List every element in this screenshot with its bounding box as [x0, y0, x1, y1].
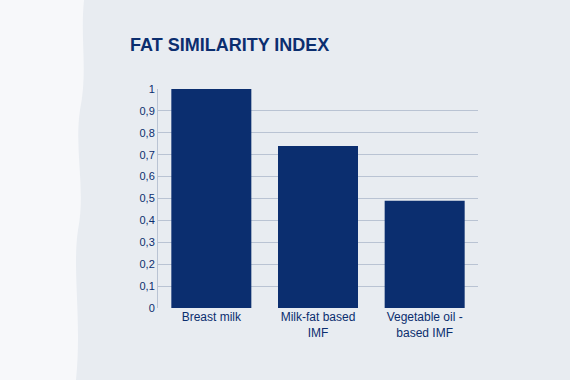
svg-text:Vegetable oil -based IMF: Vegetable oil -based IMF	[387, 310, 463, 340]
svg-text:0,6: 0,6	[140, 170, 155, 182]
svg-text:0,3: 0,3	[140, 236, 155, 248]
svg-text:0,4: 0,4	[140, 214, 155, 226]
svg-text:0,8: 0,8	[140, 127, 155, 139]
svg-text:0,1: 0,1	[140, 280, 155, 292]
svg-text:0: 0	[149, 302, 155, 314]
svg-text:Milk-fat basedIMF: Milk-fat basedIMF	[281, 310, 356, 340]
svg-text:1: 1	[149, 83, 155, 95]
svg-text:0,9: 0,9	[140, 105, 155, 117]
svg-text:0,2: 0,2	[140, 258, 155, 270]
svg-text:FAT SIMILARITY INDEX: FAT SIMILARITY INDEX	[130, 35, 329, 55]
svg-text:0,7: 0,7	[140, 149, 155, 161]
svg-text:0,5: 0,5	[140, 192, 155, 204]
svg-text:Breast milk: Breast milk	[182, 310, 242, 324]
